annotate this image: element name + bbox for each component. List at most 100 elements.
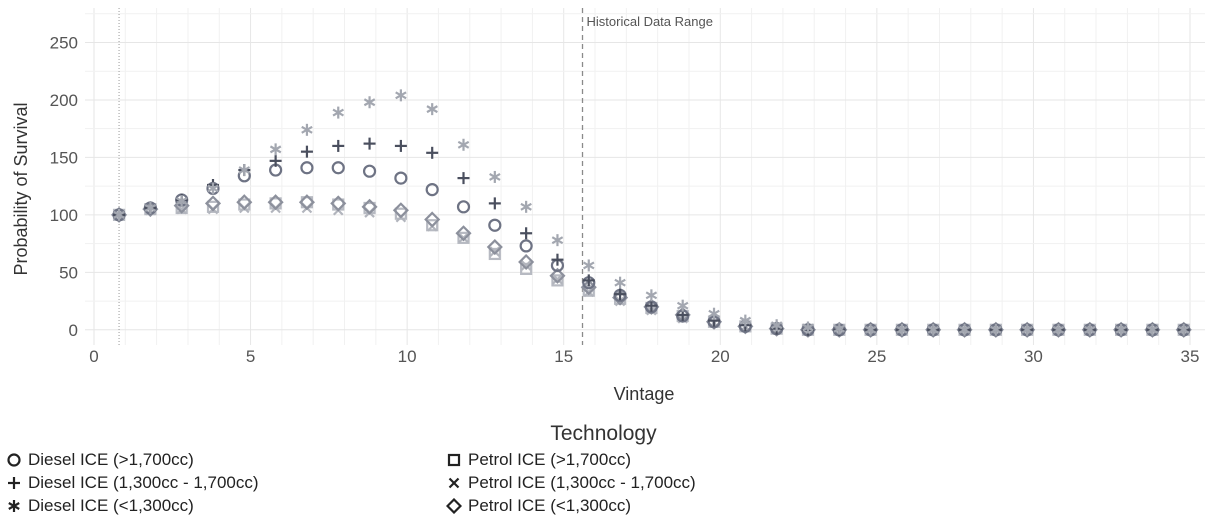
point-circle — [425, 182, 439, 197]
point-asterisk — [144, 201, 157, 214]
point-diamond — [361, 198, 378, 215]
point-asterisk — [1146, 323, 1159, 336]
point-plus — [332, 139, 345, 152]
x-tick-label: 5 — [246, 347, 255, 366]
point-plus — [582, 274, 595, 287]
point-plus — [394, 139, 407, 152]
point-diamond — [330, 195, 347, 212]
y-tick-label: 250 — [50, 33, 78, 52]
point-diamond — [267, 194, 284, 211]
point-plus — [363, 137, 376, 150]
point-asterisk — [363, 96, 376, 109]
legend-item: Diesel ICE (1,300cc - 1,700cc) — [6, 471, 259, 494]
legend-label: Diesel ICE (<1,300cc) — [28, 495, 194, 515]
plus-legend-icon — [8, 476, 20, 489]
point-asterisk — [1115, 323, 1127, 336]
legend-item: Diesel ICE (>1,700cc) — [6, 448, 259, 471]
legend-column-right: Petrol ICE (>1,700cc) Petrol ICE (1,300cc… — [446, 448, 696, 517]
point-asterisk — [332, 106, 344, 119]
point-asterisk — [739, 314, 752, 327]
point-diamond — [549, 267, 566, 284]
point-plus — [645, 299, 658, 312]
legend-label: Petrol ICE (>1,700cc) — [468, 449, 631, 469]
diamond-icon — [446, 497, 464, 514]
point-circle — [519, 239, 533, 253]
point-asterisk — [802, 321, 814, 334]
point-asterisk — [990, 323, 1002, 336]
legend-label: Diesel ICE (1,300cc - 1,700cc) — [28, 472, 259, 492]
legend-item: Diesel ICE (<1,300cc) — [6, 494, 259, 517]
point-asterisk — [301, 123, 313, 136]
square-legend-icon — [447, 453, 461, 466]
point-square — [488, 247, 501, 261]
tick-labels: 0 5 10 15 20 25 30 35 0 50 100 150 200 250 — [50, 33, 1200, 366]
point-asterisk — [457, 138, 470, 151]
point-asterisk — [864, 323, 877, 336]
point-asterisk — [269, 143, 282, 156]
point-cross — [176, 203, 187, 215]
point-asterisk — [175, 195, 188, 208]
point-plus — [269, 154, 282, 167]
point-plus — [457, 172, 470, 185]
legend-item: Petrol ICE (<1,300cc) — [446, 494, 696, 517]
legend-column-left: Diesel ICE (>1,700cc) Diesel ICE (1,300cc… — [6, 448, 259, 517]
point-asterisk — [238, 164, 251, 177]
cross-icon — [446, 475, 464, 491]
x-tick-label: 25 — [867, 347, 886, 366]
point-square — [551, 274, 564, 287]
point-diamond — [236, 194, 253, 211]
legend-item: Petrol ICE (>1,700cc) — [446, 448, 696, 471]
x-axis-title: Vintage — [614, 384, 675, 404]
point-asterisk — [583, 259, 595, 272]
reference-lines — [118, 8, 584, 345]
asterisk-legend-icon — [8, 499, 20, 512]
point-asterisk — [1177, 323, 1190, 336]
point-asterisk — [1084, 323, 1096, 336]
y-tick-label: 100 — [50, 206, 78, 225]
point-plus — [520, 227, 533, 240]
point-diamond — [298, 194, 315, 211]
point-asterisk — [770, 319, 783, 332]
cross-legend-icon — [448, 477, 460, 488]
square-icon — [446, 452, 464, 468]
point-asterisk — [927, 323, 939, 336]
point-plus — [488, 197, 501, 210]
point-circle — [300, 161, 314, 175]
data-points — [110, 89, 1192, 338]
x-tick-label: 0 — [89, 347, 98, 366]
point-circle — [362, 164, 377, 178]
diamond-legend-icon — [446, 497, 462, 514]
y-tick-label: 150 — [50, 148, 78, 167]
x-tick-label: 20 — [711, 347, 730, 366]
point-cross — [520, 260, 532, 271]
point-asterisk — [614, 276, 626, 289]
point-square — [206, 200, 220, 213]
point-circle — [456, 200, 471, 214]
chart-grid — [85, 8, 1205, 345]
point-asterisk — [207, 182, 219, 195]
point-asterisk — [958, 323, 971, 336]
x-tick-label: 15 — [554, 347, 573, 366]
x-tick-label: 10 — [398, 347, 417, 366]
point-diamond — [486, 238, 503, 256]
legend-label: Diesel ICE (>1,700cc) — [28, 449, 194, 469]
point-diamond — [612, 289, 629, 306]
point-circle — [394, 171, 408, 185]
legend-title: Technology — [550, 422, 657, 445]
point-cross — [583, 286, 595, 298]
circle-legend-icon — [7, 452, 21, 467]
point-asterisk — [708, 307, 720, 320]
legend: Technology Diesel ICE (>1,700cc) Diesel I… — [0, 422, 1207, 520]
point-asterisk — [676, 299, 689, 312]
point-diamond — [424, 211, 441, 228]
point-diamond — [455, 225, 472, 242]
point-plus — [614, 288, 627, 301]
point-asterisk — [551, 234, 564, 247]
point-square — [426, 219, 439, 232]
point-asterisk — [520, 200, 532, 213]
legend-item: Petrol ICE (1,300cc - 1,700cc) — [446, 471, 696, 494]
point-cross — [458, 232, 469, 244]
point-asterisk — [1021, 323, 1033, 336]
point-asterisk — [113, 208, 125, 221]
point-square — [457, 231, 470, 244]
